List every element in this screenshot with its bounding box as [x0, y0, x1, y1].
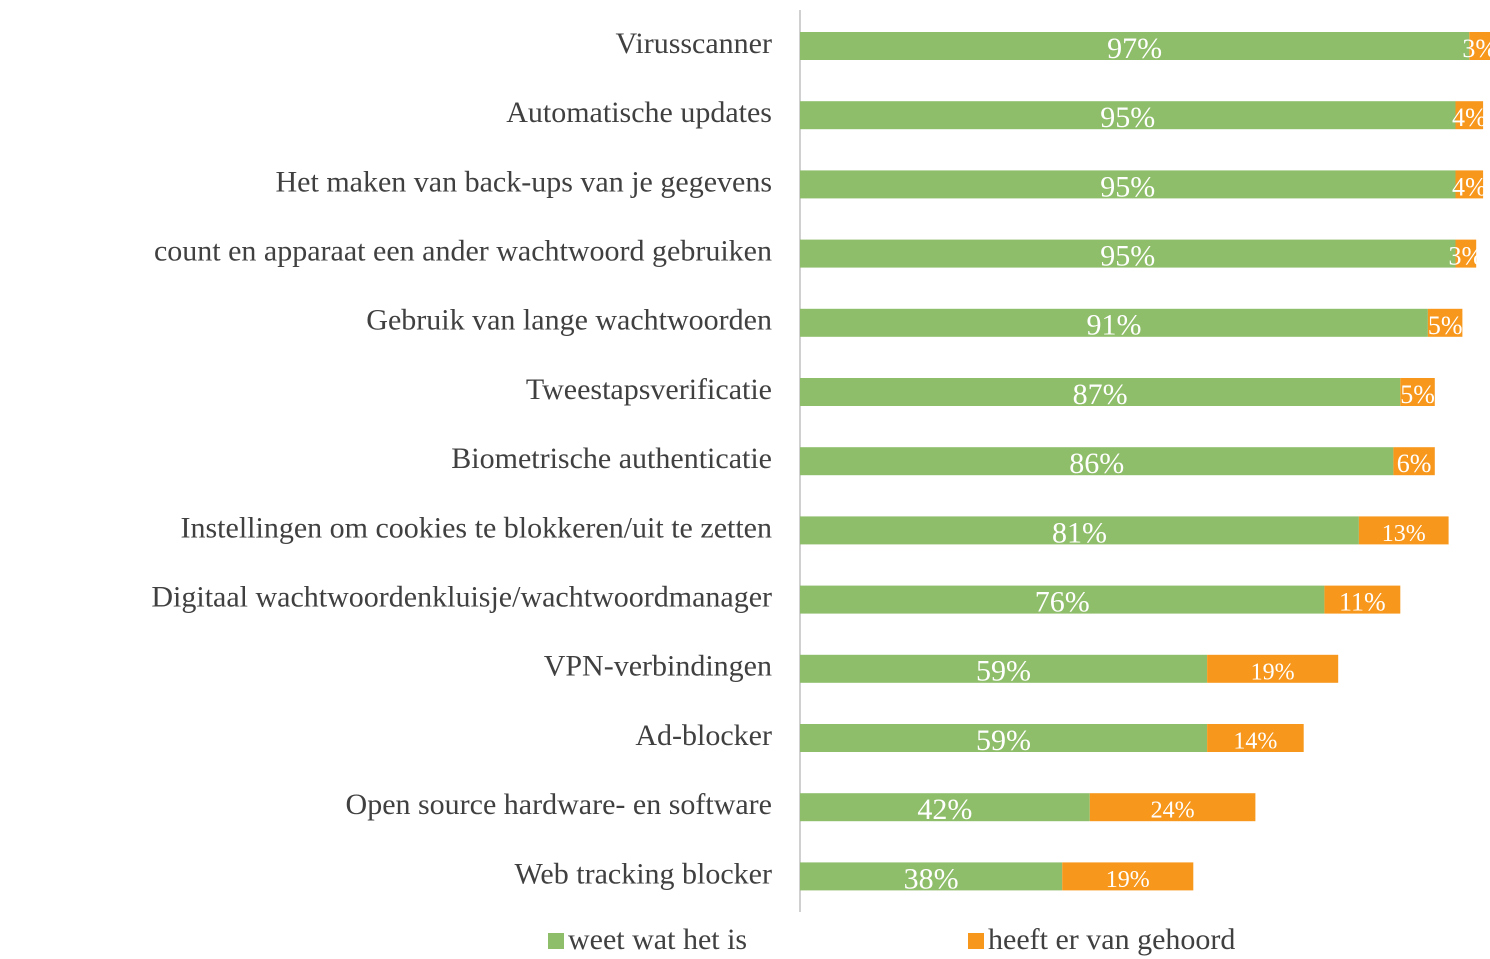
bar-segment [800, 170, 1456, 199]
bar-segment [1393, 447, 1435, 476]
category-label: Tweestapsverificatie [526, 373, 772, 406]
data-label: 95% [1100, 101, 1155, 134]
data-label: 11% [1339, 588, 1386, 617]
data-label: 6% [1397, 449, 1432, 478]
bar-segment [800, 101, 1456, 130]
data-label: 81% [1052, 516, 1107, 549]
data-label: 76% [1035, 585, 1090, 618]
bar-segment [1207, 654, 1339, 683]
legend-swatch [968, 933, 984, 949]
bar-segment [1455, 239, 1477, 268]
category-label: Web tracking blocker [515, 857, 772, 890]
bar-segment [1207, 724, 1304, 752]
category-label: Automatische updates [506, 96, 772, 129]
data-label: 13% [1382, 521, 1426, 547]
bar-segment [800, 585, 1325, 614]
bar-segment [1455, 170, 1484, 199]
data-label: 38% [904, 862, 959, 895]
data-label: 19% [1106, 867, 1150, 893]
category-label: Ad-blocker [635, 719, 772, 752]
bar-segment [800, 724, 1208, 752]
data-label: 59% [976, 724, 1031, 757]
data-label: 24% [1151, 798, 1195, 824]
bar-segment [1062, 862, 1194, 891]
bar-segment [800, 239, 1456, 268]
data-label: 59% [976, 655, 1031, 688]
data-label: 3% [1449, 242, 1484, 271]
data-label: 5% [1428, 311, 1463, 340]
data-label: 19% [1251, 659, 1295, 685]
category-label: Virusscanner [616, 27, 772, 60]
data-label: 86% [1069, 447, 1124, 480]
legend-label: heeft er van gehoord [988, 923, 1235, 956]
data-label: 3% [1462, 34, 1490, 63]
category-label: Biometrische authenticatie [451, 442, 772, 475]
data-label: 95% [1100, 170, 1155, 203]
data-label: 91% [1086, 309, 1141, 342]
bar-segment [1400, 378, 1435, 406]
category-label: Instellingen om cookies te blokkeren/uit… [181, 511, 773, 544]
bar-segment [800, 862, 1063, 891]
category-label: Het maken van back-ups van je gegevens [276, 165, 772, 198]
bar-segment [1455, 101, 1484, 130]
bar-segment [1427, 308, 1463, 337]
bar-segment [800, 516, 1359, 545]
data-label: 87% [1073, 378, 1128, 411]
data-label: 4% [1452, 103, 1487, 132]
category-label: Open source hardware- en software [346, 788, 772, 821]
data-label: 14% [1233, 729, 1277, 755]
category-label: Gebruik van lange wachtwoorden [366, 304, 772, 337]
bar-segment [1469, 32, 1490, 60]
bar-segment [800, 447, 1394, 476]
data-label: 5% [1400, 380, 1435, 409]
bar-segment [1358, 516, 1449, 545]
bar-segment [800, 793, 1090, 822]
data-label: 42% [917, 793, 972, 826]
data-label: 97% [1107, 32, 1162, 65]
category-label: Digitaal wachtwoordenkluisje/wachtwoordm… [151, 580, 772, 613]
bar-segment [800, 308, 1428, 337]
bar-segment [800, 32, 1470, 60]
bar-segment [800, 378, 1401, 406]
category-label: count en apparaat een ander wachtwoord g… [154, 234, 772, 267]
bar-segment [1324, 585, 1401, 614]
category-label: VPN-verbindingen [544, 650, 772, 683]
legend-label: weet wat het is [568, 923, 747, 956]
legend-swatch [548, 933, 564, 949]
bar-segment [800, 654, 1208, 683]
bar-segment [1089, 793, 1256, 822]
data-label: 4% [1452, 172, 1487, 201]
data-label: 95% [1100, 239, 1155, 272]
